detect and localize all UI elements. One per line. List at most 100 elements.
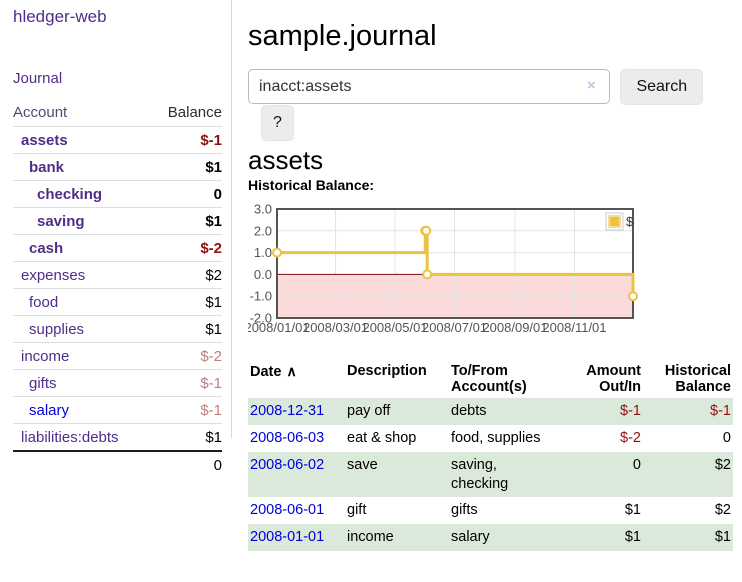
search-form: × Search ? <box>248 69 742 141</box>
accounts-total-row: 0 <box>13 451 222 478</box>
account-link[interactable]: expenses <box>21 266 86 284</box>
transaction-date-link[interactable]: 2008-06-01 <box>250 502 325 519</box>
chart-label: Historical Balance: <box>248 177 375 193</box>
transaction-description: income <box>347 529 394 546</box>
accounts-table-header: Account Balance <box>13 100 222 127</box>
transaction-amount: $-1 <box>620 403 641 419</box>
account-link[interactable]: salary <box>29 401 70 419</box>
account-row: expenses $2 <box>13 261 222 289</box>
transaction-row: 2008-06-02 save saving, checking 0 $2 <box>248 451 733 498</box>
account-balance: $-1 <box>200 401 222 419</box>
transaction-description: save <box>347 456 378 473</box>
transaction-balance: $-1 <box>710 403 731 419</box>
account-link[interactable]: saving <box>37 212 85 230</box>
app-title-link[interactable]: hledger-web <box>13 7 107 26</box>
chart-plot-border <box>276 208 634 319</box>
x-axis-tick-label: 2008/11/01 <box>542 320 606 335</box>
accounts-table-body: assets $-1 bank $1 checking 0 saving $1 cash $-2 e… <box>13 126 222 452</box>
transaction-row: 2008-06-03 eat & shop food, supplies $-2 0 <box>248 425 733 452</box>
data-point-marker <box>421 225 432 236</box>
account-link[interactable]: bank <box>29 158 65 176</box>
transaction-accounts: saving, checking <box>451 456 509 492</box>
account-link[interactable]: checking <box>37 185 103 203</box>
x-axis-tick-label: 2008/01/01 <box>248 320 310 335</box>
account-row: income $-2 <box>13 342 222 370</box>
search-input[interactable] <box>248 69 610 104</box>
account-balance: $-2 <box>200 239 222 257</box>
x-axis-tick-label: 2008/09/01 <box>482 320 547 335</box>
transaction-accounts: food, supplies <box>451 429 541 446</box>
account-balance: $-1 <box>200 131 222 149</box>
sidebar: hledger-web Journal Account Balance asse… <box>0 0 232 474</box>
account-link[interactable]: assets <box>21 131 68 149</box>
account-heading: assets <box>248 144 324 175</box>
account-row: bank $1 <box>13 153 222 181</box>
transaction-accounts: salary <box>451 529 490 546</box>
transaction-balance: $2 <box>714 456 731 473</box>
search-clear-icon[interactable]: × <box>587 77 596 94</box>
accounts-column-header: To/From Account(s) <box>451 363 527 395</box>
y-axis-tick-label: 1.0 <box>254 245 272 260</box>
sidebar-item-journal[interactable]: Journal <box>13 70 63 87</box>
help-button[interactable]: ? <box>261 105 294 141</box>
account-row: assets $-1 <box>13 126 222 154</box>
transaction-balance: $2 <box>714 502 731 519</box>
x-axis-tick-label: 2008/05/01 <box>362 320 427 335</box>
historical-balance-chart: $3.0 2.0 1.0 0.0 -1.0 -2.02008/01/012008/03/0… <box>248 202 638 335</box>
transaction-amount: $-2 <box>620 429 641 446</box>
account-balance: $-2 <box>200 347 222 365</box>
search-button[interactable]: Search <box>620 69 704 105</box>
transaction-amount: $1 <box>624 502 641 519</box>
transaction-row: 2008-06-01 gift gifts $1 $2 <box>248 497 733 524</box>
accounts-total-spacer <box>13 451 151 478</box>
account-balance: $2 <box>205 266 222 284</box>
account-balance: $1 <box>205 212 222 230</box>
accounts-table: Account Balance assets $-1 bank $1 checking 0… <box>13 100 222 478</box>
date-column-header[interactable]: Date ∧ <box>248 360 345 398</box>
register-table: Date ∧ Description To/From Account(s) Amo… <box>248 360 733 552</box>
register-header-row: Date ∧ Description To/From Account(s) Amo… <box>248 360 733 398</box>
description-column-header: Description <box>347 363 427 379</box>
account-link[interactable]: cash <box>29 239 64 257</box>
account-row: supplies $1 <box>13 315 222 343</box>
transaction-date-link[interactable]: 2008-01-01 <box>250 529 325 546</box>
transaction-row: 2008-01-01 income salary $1 $1 <box>248 524 733 552</box>
account-balance: 0 <box>213 185 222 203</box>
sort-asc-icon: ∧ <box>286 363 297 379</box>
transaction-accounts: gifts <box>451 502 478 519</box>
account-link[interactable]: gifts <box>29 374 57 392</box>
amount-column-header: Amount Out/In <box>586 363 641 395</box>
transaction-description: pay off <box>347 403 391 419</box>
transaction-date-link[interactable]: 2008-06-02 <box>250 456 325 473</box>
account-balance: $1 <box>205 428 222 446</box>
account-link[interactable]: liabilities:debts <box>21 428 119 446</box>
account-row: cash $-2 <box>13 234 222 262</box>
register-table-body: 2008-12-31 pay off debts $-1 $-1 2008-06-03 ea… <box>248 398 733 552</box>
data-point-marker <box>272 247 282 258</box>
account-link[interactable]: supplies <box>29 320 85 338</box>
transaction-row: 2008-12-31 pay off debts $-1 $-1 <box>248 398 733 425</box>
main-content: sample.journal × Search ? assets Histori… <box>248 0 742 582</box>
transaction-date-link[interactable]: 2008-06-03 <box>250 429 325 446</box>
data-point-marker <box>422 269 433 280</box>
y-axis-tick-label: 3.0 <box>254 202 272 217</box>
account-row: food $1 <box>13 288 222 316</box>
balance-column-header: Balance <box>167 104 222 121</box>
balance-column-header-register: Historical Balance <box>664 363 731 395</box>
transaction-description: gift <box>347 502 367 519</box>
transaction-description: eat & shop <box>347 429 417 446</box>
account-link[interactable]: income <box>21 347 70 365</box>
y-axis-tick-label: -2.0 <box>250 311 272 326</box>
account-row: saving $1 <box>13 207 222 235</box>
account-balance: $1 <box>205 158 222 176</box>
account-row: liabilities:debts $1 <box>13 423 222 452</box>
x-axis-tick-label: 2008/07/01 <box>422 320 487 335</box>
accounts-total-balance: 0 <box>213 456 222 474</box>
transaction-date-link[interactable]: 2008-12-31 <box>250 403 325 419</box>
account-balance: $1 <box>205 293 222 311</box>
account-link[interactable]: food <box>29 293 59 311</box>
x-axis-tick-label: 2008/03/01 <box>303 320 368 335</box>
transaction-accounts: debts <box>451 403 487 419</box>
transaction-amount: $1 <box>624 529 641 546</box>
transaction-balance: $1 <box>714 529 731 546</box>
